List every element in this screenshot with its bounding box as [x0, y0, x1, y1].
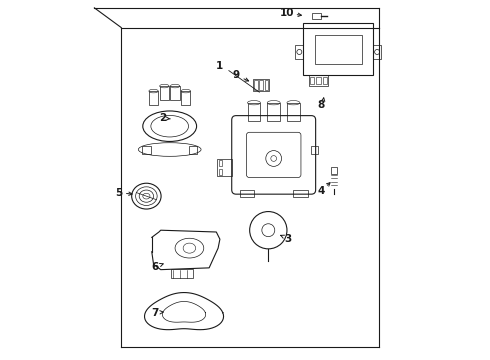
Bar: [373, 45, 381, 59]
Bar: [323, 77, 327, 85]
Bar: [331, 167, 337, 174]
Text: 1: 1: [216, 61, 223, 71]
Bar: [265, 80, 269, 90]
Text: 3: 3: [284, 234, 292, 244]
Bar: [253, 79, 269, 91]
Bar: [142, 146, 151, 154]
Bar: [240, 190, 254, 197]
Text: 2: 2: [160, 113, 167, 123]
Bar: [295, 45, 303, 59]
Bar: [149, 91, 158, 105]
Bar: [189, 146, 197, 154]
Bar: [310, 77, 314, 85]
Bar: [218, 159, 232, 176]
Bar: [317, 77, 320, 85]
Text: 5: 5: [115, 188, 122, 198]
Bar: [219, 160, 222, 166]
Bar: [311, 146, 318, 154]
Bar: [171, 86, 180, 100]
Bar: [259, 80, 263, 90]
Text: 6: 6: [151, 262, 158, 272]
Bar: [172, 269, 193, 278]
Bar: [287, 103, 300, 121]
Text: 7: 7: [151, 308, 158, 318]
Text: 8: 8: [318, 100, 325, 110]
Bar: [267, 103, 280, 121]
Bar: [219, 169, 222, 175]
Text: 9: 9: [232, 70, 240, 80]
Bar: [294, 190, 308, 197]
Bar: [254, 80, 258, 90]
Text: 10: 10: [280, 8, 294, 18]
Bar: [309, 75, 328, 86]
Bar: [160, 86, 169, 100]
Bar: [247, 103, 260, 121]
Bar: [303, 23, 373, 75]
Bar: [313, 13, 321, 19]
Text: 4: 4: [318, 186, 325, 196]
Bar: [181, 91, 191, 105]
Bar: [315, 35, 362, 64]
